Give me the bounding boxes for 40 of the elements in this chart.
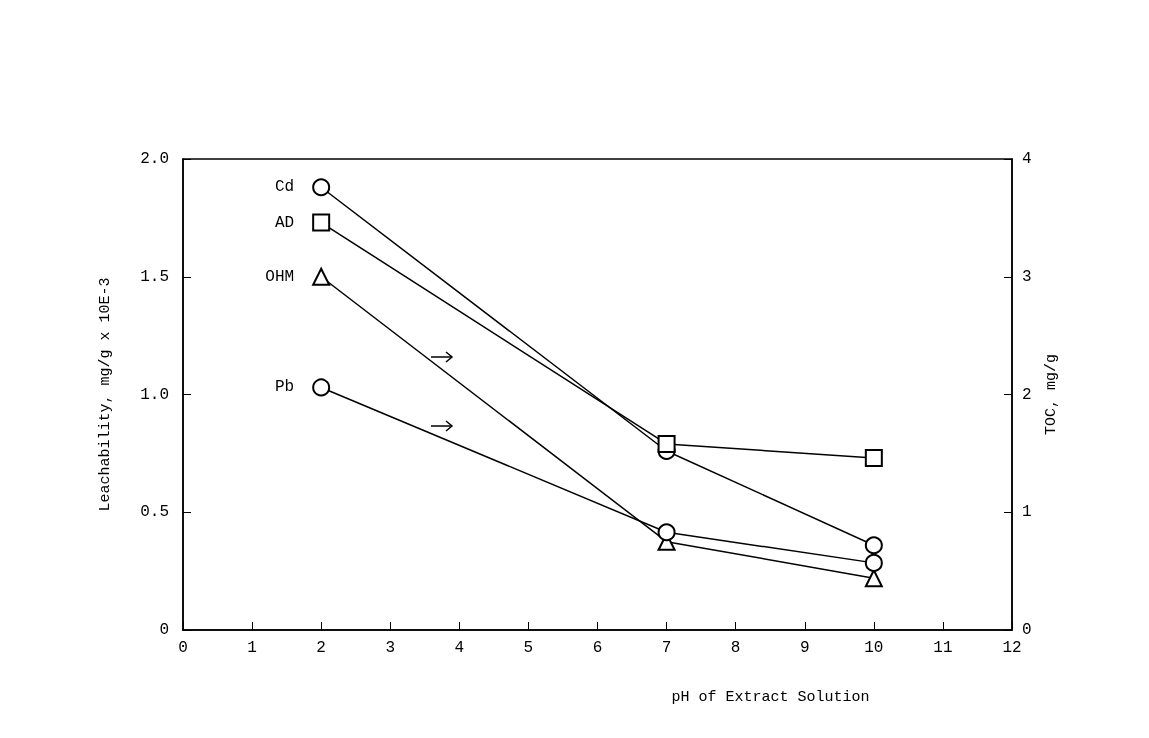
x-tick-label: 9 [799, 639, 810, 657]
series-label: AD [274, 213, 295, 232]
y-tick-label: 1.0 [140, 385, 169, 404]
series-label: Cd [274, 178, 295, 197]
x-tick-label: 5 [523, 639, 534, 657]
y-tick-label: 0 [159, 621, 169, 639]
y2-tick-label: 4 [1022, 150, 1032, 168]
x-tick-label: 10 [864, 639, 884, 657]
point [312, 267, 331, 286]
x-tick-label: 2 [316, 639, 326, 657]
x-tick-label: 4 [454, 639, 465, 657]
x-tick-label: 7 [661, 639, 672, 657]
point [864, 553, 883, 572]
y-tick-label: 2.0 [140, 150, 169, 168]
y-axis-title: Leachability, mg/g x 10E-3 [97, 277, 114, 512]
x-axis-title: pH of Extract Solution [671, 689, 870, 706]
point [864, 449, 883, 468]
series-label: Pb [274, 378, 295, 397]
y-tick-label: 1.5 [140, 267, 169, 286]
x-tick-label: 6 [592, 639, 603, 657]
point [312, 378, 331, 397]
x-tick-label: 0 [178, 639, 188, 657]
point [312, 213, 331, 232]
x-tick-label: 8 [730, 639, 741, 657]
y2-tick-label: 0 [1022, 621, 1032, 639]
point [312, 178, 331, 197]
x-tick-label: 11 [933, 639, 953, 657]
y2-axis-title: TOC, mg/g [1043, 353, 1060, 436]
point [864, 569, 883, 588]
point [657, 523, 676, 542]
y2-tick-label: 2 [1022, 385, 1032, 404]
x-tick-label: 12 [1002, 639, 1022, 657]
x-tick-label: 1 [247, 639, 257, 657]
y2-tick-label: 1 [1022, 503, 1032, 522]
y2-tick-label: 3 [1022, 267, 1032, 286]
point [864, 536, 883, 555]
point [657, 434, 676, 453]
x-tick-label: 3 [385, 639, 396, 657]
series-label: OHM [265, 267, 295, 286]
y-tick-label: 0.5 [140, 503, 169, 522]
